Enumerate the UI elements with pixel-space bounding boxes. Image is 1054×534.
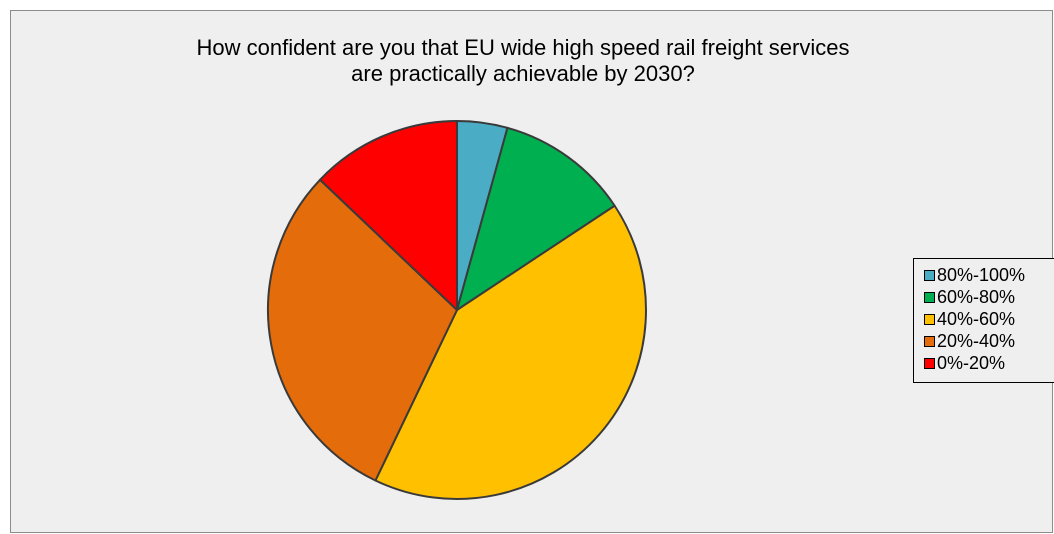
legend-item: 0%-20%: [924, 352, 1054, 374]
legend-label: 80%-100%: [937, 265, 1025, 286]
legend-label: 60%-80%: [937, 287, 1015, 308]
legend-label: 20%-40%: [937, 331, 1015, 352]
legend-swatch: [924, 358, 935, 369]
legend-label: 0%-20%: [937, 353, 1005, 374]
legend-item: 20%-40%: [924, 330, 1054, 352]
legend-swatch: [924, 336, 935, 347]
legend-label: 40%-60%: [937, 309, 1015, 330]
legend-item: 60%-80%: [924, 286, 1054, 308]
legend-item: 40%-60%: [924, 308, 1054, 330]
chart-legend: 80%-100% 60%-80% 40%-60% 20%-40% 0%-20%: [913, 258, 1054, 383]
chart-area: How confident are you that EU wide high …: [10, 10, 1053, 533]
legend-swatch: [924, 270, 935, 281]
legend-swatch: [924, 292, 935, 303]
legend-swatch: [924, 314, 935, 325]
pie-chart: [11, 11, 1054, 534]
legend-item: 80%-100%: [924, 264, 1054, 286]
